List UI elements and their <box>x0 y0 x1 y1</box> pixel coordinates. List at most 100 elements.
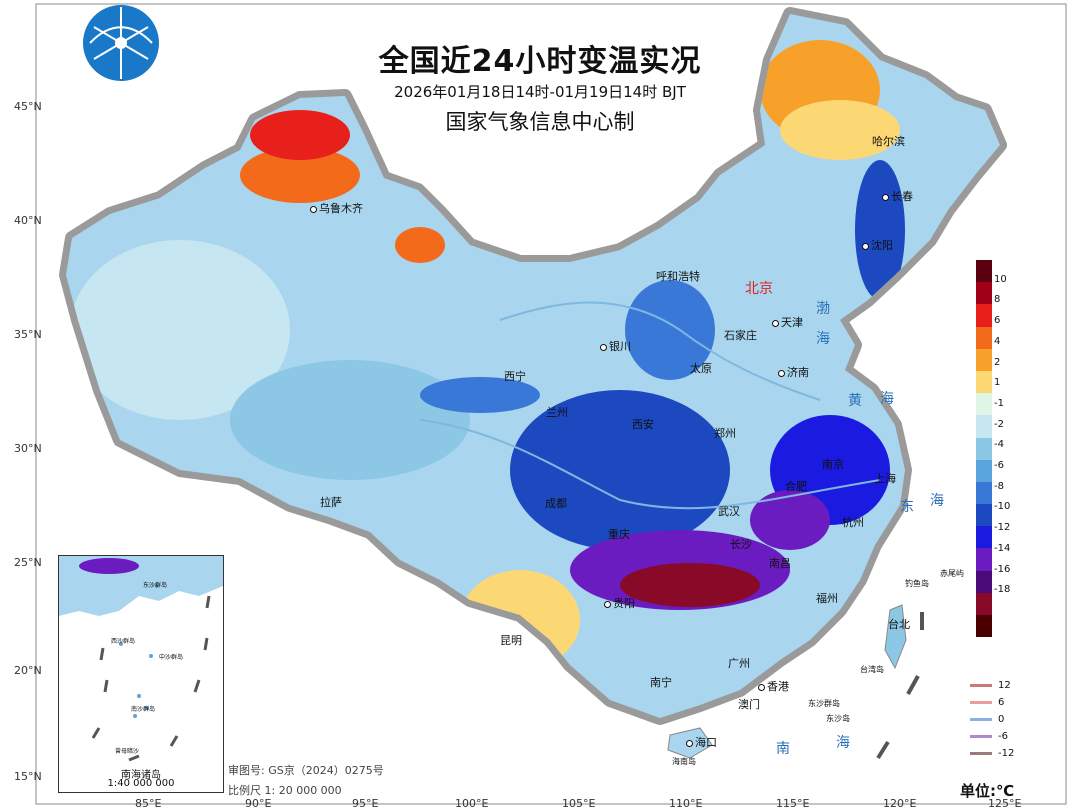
city-label: 上海 <box>874 472 896 485</box>
sea-label: 海 <box>816 331 836 347</box>
city-label: 重庆 <box>608 528 630 541</box>
contour-legend-row: 0 <box>970 711 1014 728</box>
city-label: 石家庄 <box>724 329 757 342</box>
lon-label: 95°E <box>352 797 379 810</box>
island-label: 海南岛 <box>672 757 696 766</box>
inset-map <box>59 556 223 762</box>
legend-tick: 2 <box>994 356 1001 368</box>
lon-label: 110°E <box>669 797 703 810</box>
city-label: 哈尔滨 <box>872 135 905 148</box>
contour-legend-row: 6 <box>970 694 1014 711</box>
sea-label: 海 <box>880 391 900 407</box>
contour-line-sample <box>970 752 992 755</box>
legend-swatch <box>976 260 992 283</box>
legend-swatch <box>976 570 992 593</box>
city-label: 西宁 <box>504 370 526 383</box>
map-subtitle: 2026年01月18日14时-01月19日14时 BJT <box>394 83 686 101</box>
legend-tick: -8 <box>994 480 1004 492</box>
lat-label: 35°N <box>14 328 42 341</box>
inset-label: 南沙群岛 <box>131 706 156 713</box>
legend-tick: 6 <box>994 315 1001 327</box>
contour-label: 6 <box>998 697 1005 708</box>
legend-tick: -2 <box>994 418 1004 430</box>
legend-tick: -18 <box>994 584 1011 596</box>
city-label: 太原 <box>690 362 712 375</box>
legend-swatch <box>976 304 992 327</box>
legend-swatch <box>976 548 992 571</box>
lat-label: 45°N <box>14 100 42 113</box>
legend-swatch <box>976 504 992 527</box>
south-china-sea-inset: 东沙群岛 西沙群岛 中沙群岛 南沙群岛 曾母暗沙 南海诸岛 1:40 000 0… <box>58 555 224 793</box>
legend-tick: 4 <box>994 335 1001 347</box>
contour-legend-row: 12 <box>970 677 1014 694</box>
lon-label: 115°E <box>776 797 810 810</box>
cma-logo <box>83 5 159 81</box>
city-label: 昆明 <box>500 634 522 647</box>
city-label: 长沙 <box>730 538 752 551</box>
lon-label: 90°E <box>245 797 272 810</box>
city-label: 合肥 <box>785 480 807 493</box>
legend-tick: -4 <box>994 439 1004 451</box>
city-label: 香港 <box>758 678 789 694</box>
city-label: 银川 <box>600 338 631 354</box>
inset-label: 曾母暗沙 <box>115 748 140 755</box>
legend-swatch <box>976 481 992 505</box>
lon-label: 125°E <box>988 797 1022 810</box>
city-label: 长春 <box>882 188 913 204</box>
city-label: 兰州 <box>546 406 568 419</box>
legend-swatch <box>976 615 992 638</box>
city-label: 西安 <box>632 418 654 431</box>
legend-swatch <box>976 282 992 305</box>
legend-swatch <box>976 415 992 438</box>
city-label: 成都 <box>545 497 567 510</box>
legend-swatch <box>976 326 992 349</box>
island-label: 东沙岛 <box>826 714 850 723</box>
legend-tick: 10 <box>994 273 1007 285</box>
contour-label: -12 <box>998 748 1015 759</box>
legend-swatch <box>976 437 992 460</box>
inset-title: 南海诸岛 <box>121 770 161 781</box>
color-legend <box>976 260 992 638</box>
city-label: 南昌 <box>769 557 791 570</box>
legend-tick: 1 <box>994 377 1001 389</box>
city-label: 济南 <box>778 364 809 380</box>
inset-scale: 1:40 000 000 <box>107 778 175 789</box>
city-label: 沈阳 <box>862 237 893 253</box>
city-label: 南京 <box>822 458 844 471</box>
scale-note: 比例尺 1: 20 000 000 <box>228 784 342 797</box>
legend-swatch <box>976 459 992 482</box>
city-label: 武汉 <box>718 505 740 518</box>
sea-label: 渤 <box>816 301 836 317</box>
map-title: 全国近24小时变温实况 <box>378 44 702 79</box>
contour-legend-row: -12 <box>970 745 1014 762</box>
approval-number: 审图号: GS京（2024）0275号 <box>228 764 384 777</box>
legend-tick: 8 <box>994 294 1001 306</box>
contour-label: 0 <box>998 714 1005 725</box>
city-label: 澳门 <box>738 698 760 711</box>
contour-legend-row: -6 <box>970 728 1014 745</box>
sea-label: 海 <box>836 735 856 751</box>
city-label: 海口 <box>686 734 717 750</box>
city-label: 郑州 <box>714 427 736 440</box>
legend-swatch <box>976 592 992 615</box>
city-label: 呼和浩特 <box>656 270 700 283</box>
legend-tick: -16 <box>994 563 1011 575</box>
city-label: 福州 <box>816 592 838 605</box>
inset-label: 西沙群岛 <box>111 638 136 645</box>
lon-label: 100°E <box>455 797 489 810</box>
lon-label: 105°E <box>562 797 596 810</box>
sea-label: 南 <box>776 741 796 757</box>
legend-swatch <box>976 393 992 416</box>
legend-tick: -14 <box>994 542 1011 554</box>
island-label: 钓鱼岛 <box>905 579 929 588</box>
inset-label: 东沙群岛 <box>143 582 168 589</box>
contour-label: 12 <box>998 680 1011 691</box>
city-label: 南宁 <box>650 676 672 689</box>
city-label-capital: 北京 <box>745 281 773 297</box>
legend-swatch <box>976 348 992 371</box>
unit-label: 单位:℃ <box>960 782 1015 800</box>
lat-label: 30°N <box>14 442 42 455</box>
legend-tick: -10 <box>994 501 1011 513</box>
inset-label: 中沙群岛 <box>159 654 184 661</box>
sea-label: 黄 <box>848 393 868 409</box>
